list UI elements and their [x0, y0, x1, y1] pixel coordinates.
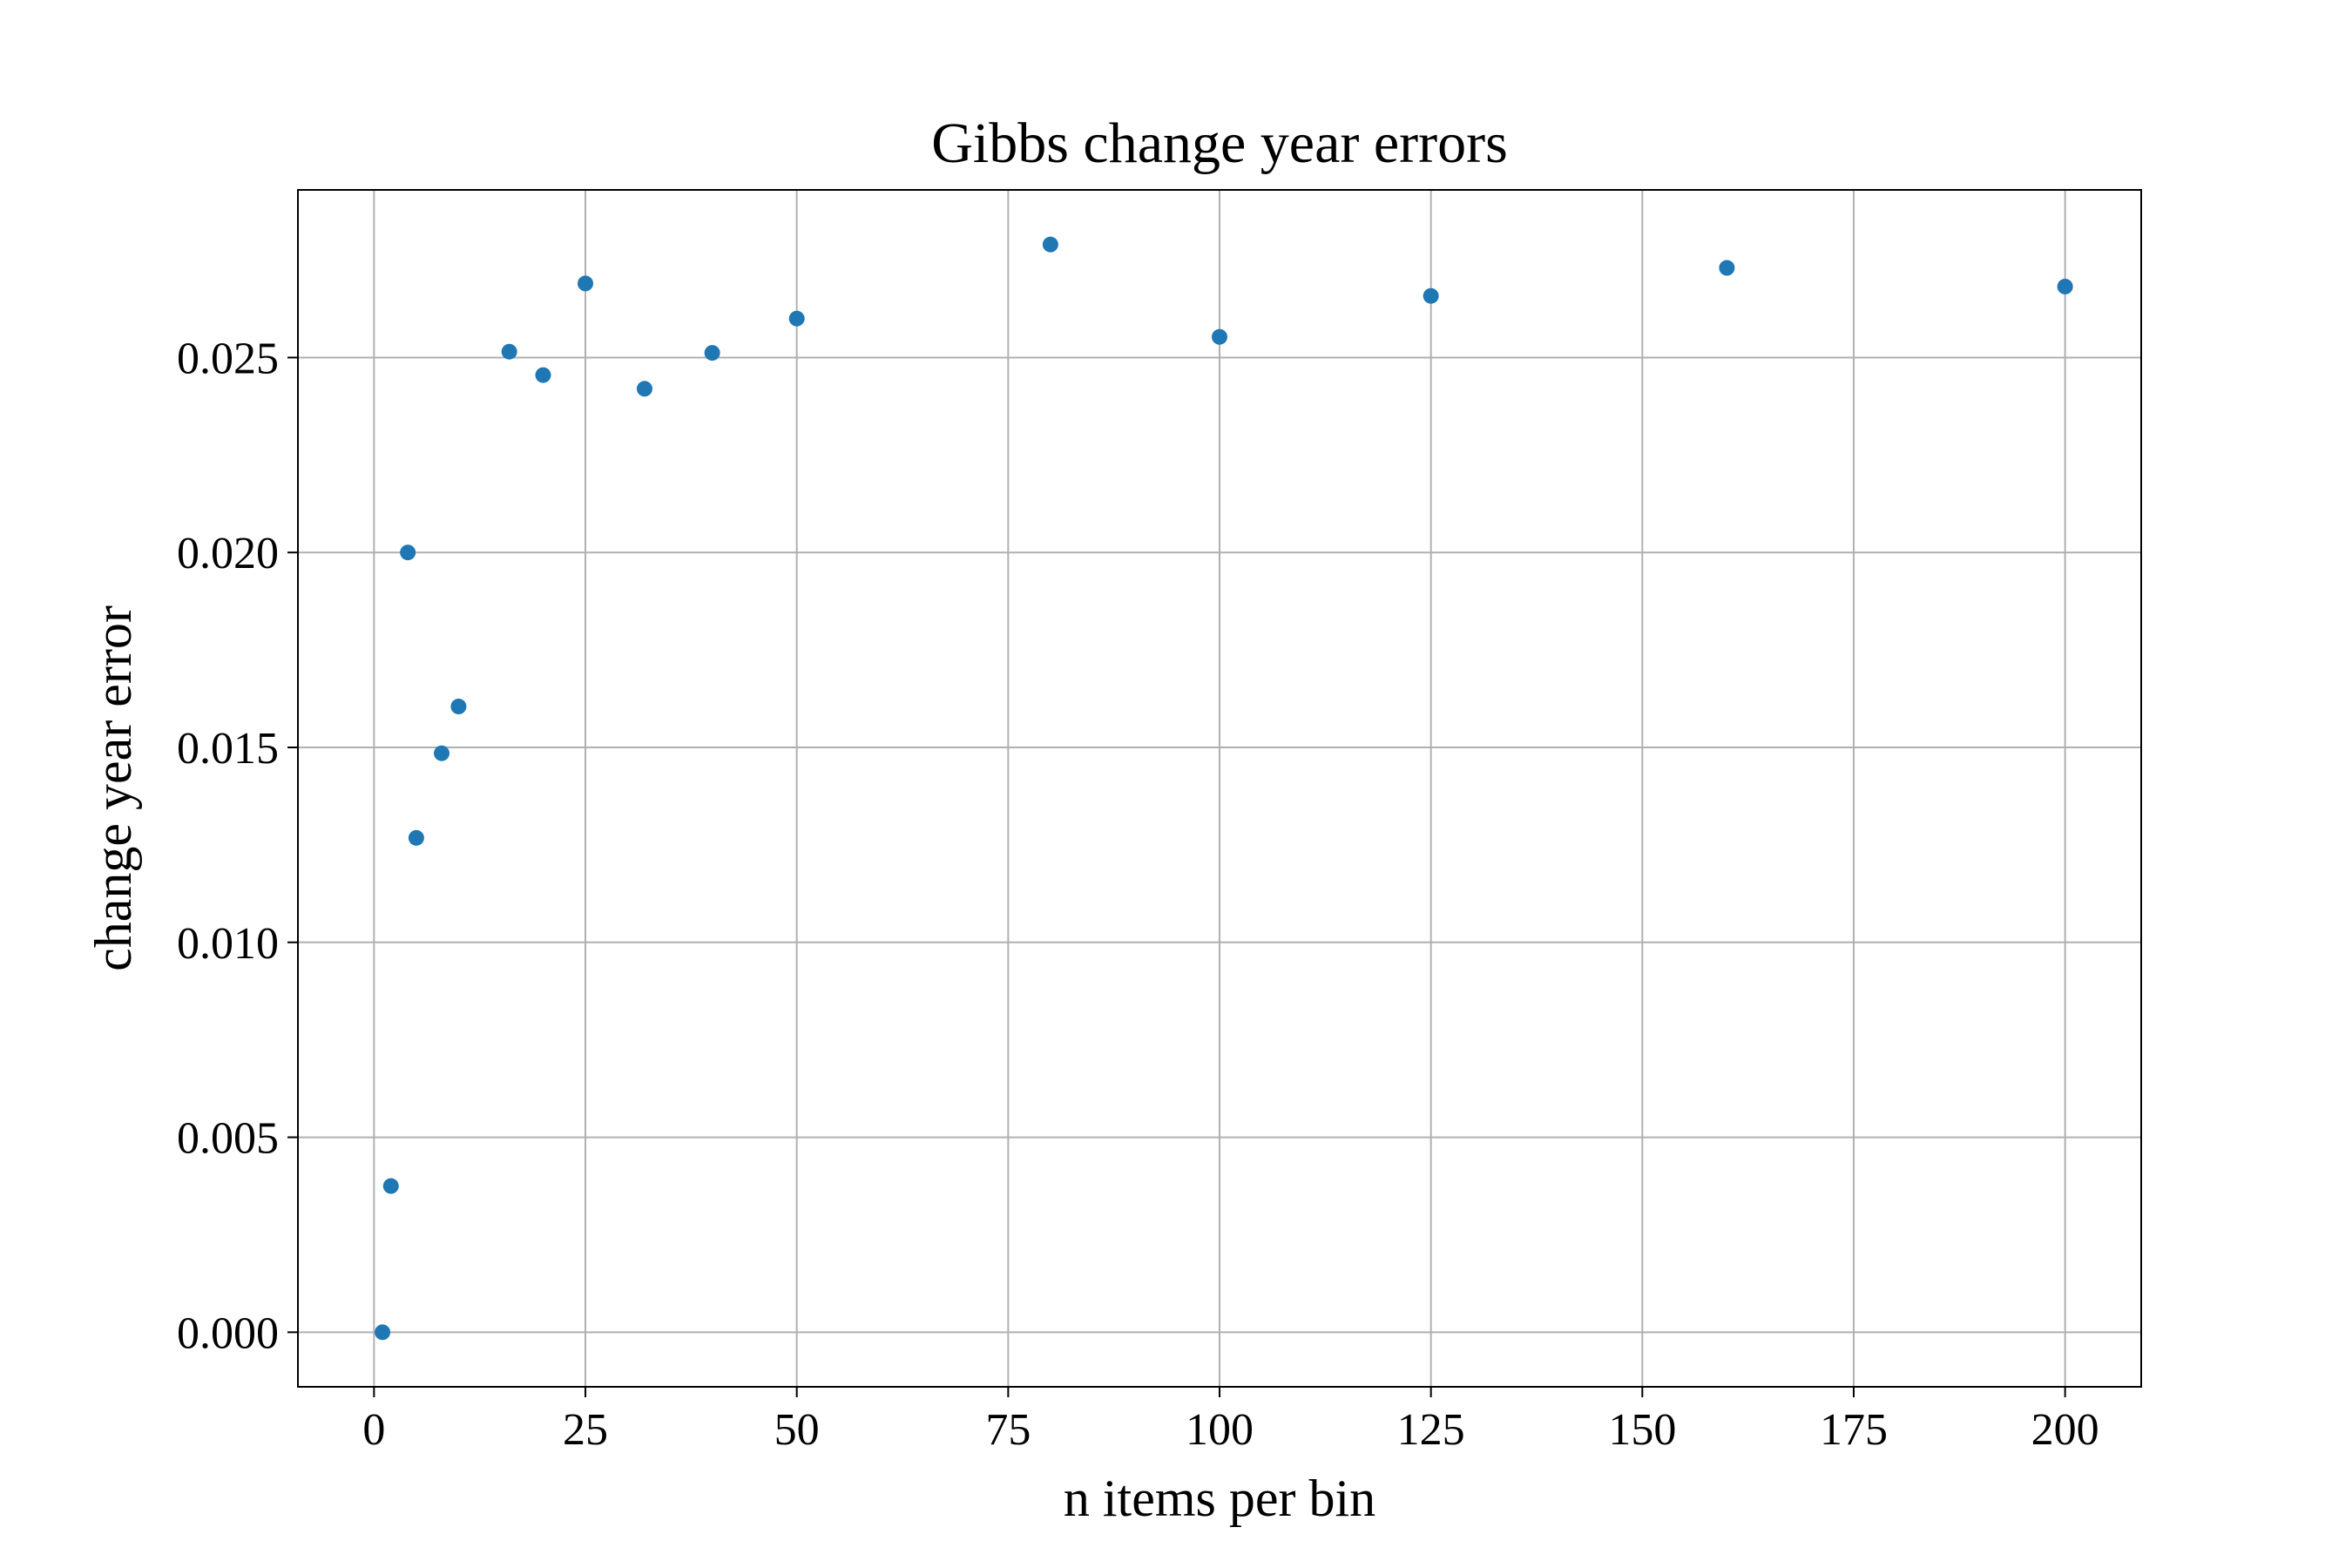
y-tick-label: 0.025: [177, 334, 279, 383]
data-point: [382, 1178, 399, 1194]
data-point: [788, 310, 805, 327]
grid: [298, 190, 2141, 1387]
data-point: [1212, 328, 1227, 345]
x-tick-label: 50: [774, 1405, 820, 1455]
chart-title: Gibbs change year errors: [931, 112, 1508, 175]
data-point: [1042, 236, 1058, 253]
y-tick-label: 0.010: [177, 919, 279, 969]
data-point: [400, 544, 416, 561]
data-point: [535, 367, 551, 383]
data-point: [1423, 287, 1439, 304]
x-tick-label: 0: [362, 1405, 385, 1455]
data-point: [1719, 260, 1735, 276]
x-tick-label: 125: [1397, 1405, 1465, 1455]
x-axis-label: n items per bin: [1064, 1470, 1375, 1527]
data-point: [578, 275, 594, 292]
x-tick-label: 175: [1820, 1405, 1888, 1455]
y-tick-label: 0.015: [177, 724, 279, 774]
data-point: [375, 1324, 391, 1341]
y-tick-label: 0.000: [177, 1308, 279, 1358]
data-point: [501, 343, 517, 360]
data-point: [704, 345, 720, 362]
x-tick-label: 200: [2031, 1405, 2099, 1455]
data-point: [450, 699, 467, 715]
data-point: [408, 829, 424, 846]
axis-ticks: 0 25 50 75 100 125 150 175 200 0.000 0.005 0.010 0.0…: [177, 334, 2099, 1455]
data-point: [2057, 278, 2073, 294]
y-tick-label: 0.005: [177, 1114, 279, 1164]
x-tick-label: 150: [1608, 1405, 1676, 1455]
x-tick-label: 100: [1186, 1405, 1254, 1455]
data-point: [636, 381, 652, 397]
x-tick-label: 25: [563, 1405, 608, 1455]
y-axis-label: change year error: [84, 605, 142, 971]
data-point: [434, 745, 450, 761]
plot-frame: [297, 189, 2142, 1388]
x-tick-label: 75: [985, 1405, 1031, 1455]
data-points: [375, 236, 2073, 1341]
y-tick-label: 0.020: [177, 529, 279, 578]
